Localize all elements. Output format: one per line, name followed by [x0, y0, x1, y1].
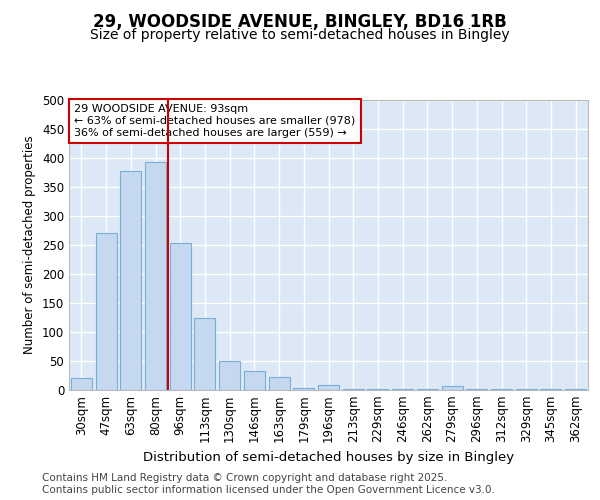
Bar: [318, 386, 339, 390]
Bar: [219, 361, 240, 390]
Text: Contains HM Land Registry data © Crown copyright and database right 2025.
Contai: Contains HM Land Registry data © Crown c…: [42, 474, 495, 495]
Bar: [367, 389, 388, 390]
Bar: [293, 388, 314, 390]
Bar: [269, 377, 290, 390]
Text: 29 WOODSIDE AVENUE: 93sqm
← 63% of semi-detached houses are smaller (978)
36% of: 29 WOODSIDE AVENUE: 93sqm ← 63% of semi-…: [74, 104, 355, 138]
Bar: [145, 162, 166, 390]
Y-axis label: Number of semi-detached properties: Number of semi-detached properties: [23, 136, 37, 354]
Bar: [71, 378, 92, 390]
Bar: [194, 318, 215, 390]
Bar: [343, 389, 364, 390]
Bar: [442, 386, 463, 390]
Text: Size of property relative to semi-detached houses in Bingley: Size of property relative to semi-detach…: [90, 28, 510, 42]
Bar: [244, 371, 265, 390]
Text: 29, WOODSIDE AVENUE, BINGLEY, BD16 1RB: 29, WOODSIDE AVENUE, BINGLEY, BD16 1RB: [93, 12, 507, 30]
X-axis label: Distribution of semi-detached houses by size in Bingley: Distribution of semi-detached houses by …: [143, 451, 514, 464]
Bar: [170, 244, 191, 390]
Bar: [95, 234, 116, 390]
Bar: [120, 171, 141, 390]
